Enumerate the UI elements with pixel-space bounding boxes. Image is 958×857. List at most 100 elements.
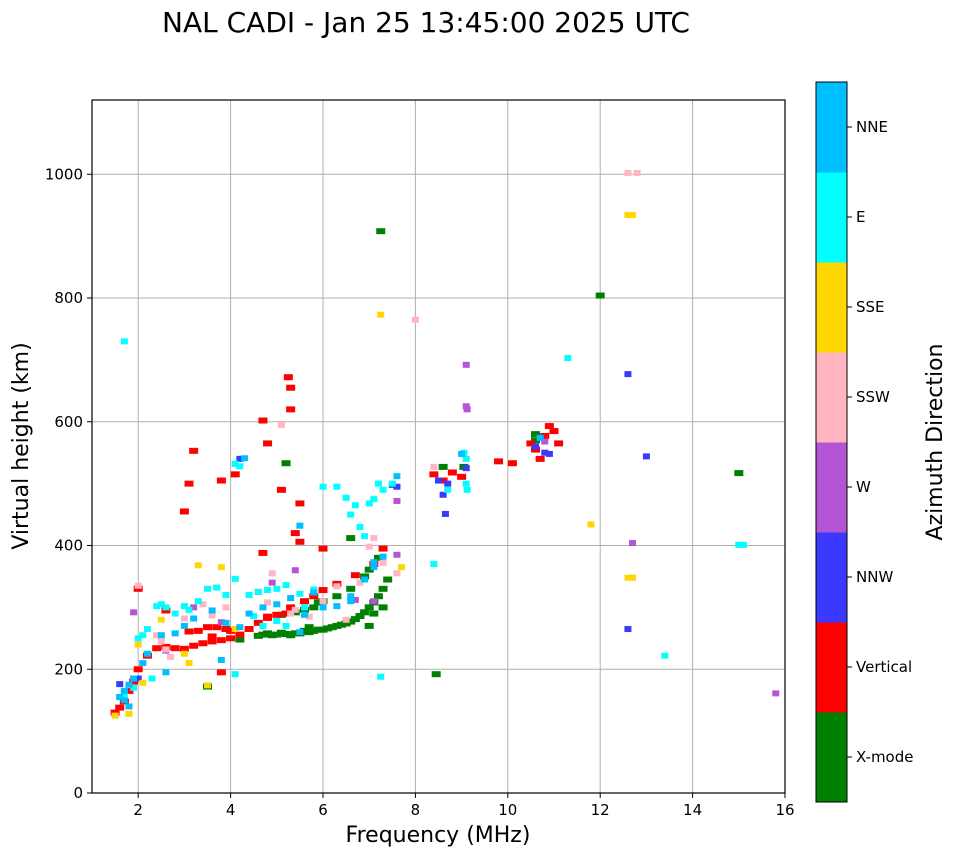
- data-point: [259, 622, 267, 629]
- data-point: [286, 406, 296, 413]
- data-point: [258, 549, 268, 556]
- data-point: [462, 403, 470, 410]
- y-tick-label: 1000: [45, 165, 83, 183]
- data-point: [286, 604, 296, 611]
- data-point: [216, 637, 226, 644]
- data-point: [356, 523, 364, 530]
- data-point: [125, 710, 133, 717]
- data-point: [772, 690, 780, 697]
- data-point: [291, 567, 299, 574]
- data-point: [222, 604, 230, 611]
- data-point: [379, 486, 387, 493]
- colorbar-tick-label: E: [856, 208, 865, 226]
- data-point: [318, 626, 328, 633]
- data-point: [180, 615, 188, 622]
- data-point: [333, 483, 341, 490]
- data-point: [545, 450, 553, 457]
- x-axis-ticks: 2 4 6 8 10 12 14 16: [133, 793, 795, 819]
- data-point: [309, 627, 319, 634]
- data-point: [350, 572, 360, 579]
- data-point: [541, 438, 549, 445]
- data-point: [346, 535, 356, 542]
- data-point: [361, 533, 369, 540]
- x-tick-label: 10: [498, 801, 517, 819]
- data-point: [281, 630, 291, 637]
- data-point: [439, 491, 447, 498]
- data-point: [300, 627, 310, 634]
- data-point: [259, 604, 267, 611]
- data-point: [204, 585, 211, 592]
- data-point: [139, 679, 147, 686]
- data-point: [189, 642, 199, 649]
- data-point: [431, 671, 441, 678]
- data-point: [171, 630, 179, 637]
- data-point: [167, 653, 175, 660]
- data-point: [393, 570, 401, 577]
- data-point: [286, 384, 296, 391]
- plot-frame: [91, 99, 786, 794]
- data-point: [162, 646, 170, 653]
- data-point: [170, 645, 180, 652]
- y-tick-label: 600: [54, 413, 83, 431]
- data-point: [346, 618, 356, 625]
- data-point: [189, 447, 199, 454]
- data-point: [236, 455, 244, 462]
- data-point: [310, 586, 318, 593]
- data-point: [347, 593, 355, 600]
- data-point: [447, 469, 457, 476]
- data-point: [429, 471, 439, 478]
- data-point: [364, 604, 374, 611]
- data-point: [264, 587, 272, 594]
- data-point: [157, 616, 165, 623]
- data-point: [540, 432, 550, 439]
- colorbar-label: Azimuth Direction: [923, 343, 948, 540]
- data-point: [304, 629, 314, 636]
- data-point: [296, 522, 304, 529]
- data-point: [463, 406, 471, 413]
- series-w: [130, 361, 780, 697]
- data-point: [624, 626, 632, 633]
- data-point: [276, 486, 286, 493]
- data-point: [231, 671, 239, 678]
- colorbar-swatch: [816, 532, 847, 623]
- data-point: [185, 606, 193, 613]
- data-point: [157, 638, 165, 645]
- data-point: [253, 632, 263, 639]
- data-point: [441, 510, 449, 517]
- colorbar-swatch: [816, 352, 847, 443]
- data-point: [179, 645, 189, 652]
- data-point: [554, 440, 564, 447]
- data-point: [430, 561, 438, 568]
- data-point: [116, 681, 124, 688]
- series-nne: [116, 434, 544, 710]
- data-point: [125, 703, 133, 710]
- data-point: [194, 562, 202, 569]
- data-point: [120, 338, 128, 345]
- data-point: [458, 450, 466, 457]
- data-point: [309, 593, 319, 600]
- data-point: [373, 593, 383, 600]
- x-tick-label: 2: [133, 801, 143, 819]
- data-point: [295, 500, 305, 507]
- data-point: [217, 656, 225, 663]
- data-point: [347, 598, 355, 605]
- data-point: [661, 652, 669, 659]
- data-point: [198, 640, 208, 647]
- data-point: [171, 610, 179, 617]
- data-point: [281, 460, 291, 467]
- data-point: [222, 592, 230, 598]
- data-point: [291, 606, 299, 613]
- data-point: [272, 611, 282, 618]
- data-point: [111, 712, 119, 719]
- colorbar-swatch: [816, 172, 847, 263]
- series-x-mode: [203, 228, 744, 690]
- data-point: [624, 371, 632, 378]
- data-point: [398, 564, 406, 571]
- data-point: [180, 603, 188, 610]
- data-point: [388, 480, 396, 487]
- data-point: [369, 610, 379, 617]
- data-point: [244, 626, 254, 633]
- data-point: [134, 641, 142, 648]
- data-point: [124, 687, 134, 694]
- data-point: [282, 622, 290, 629]
